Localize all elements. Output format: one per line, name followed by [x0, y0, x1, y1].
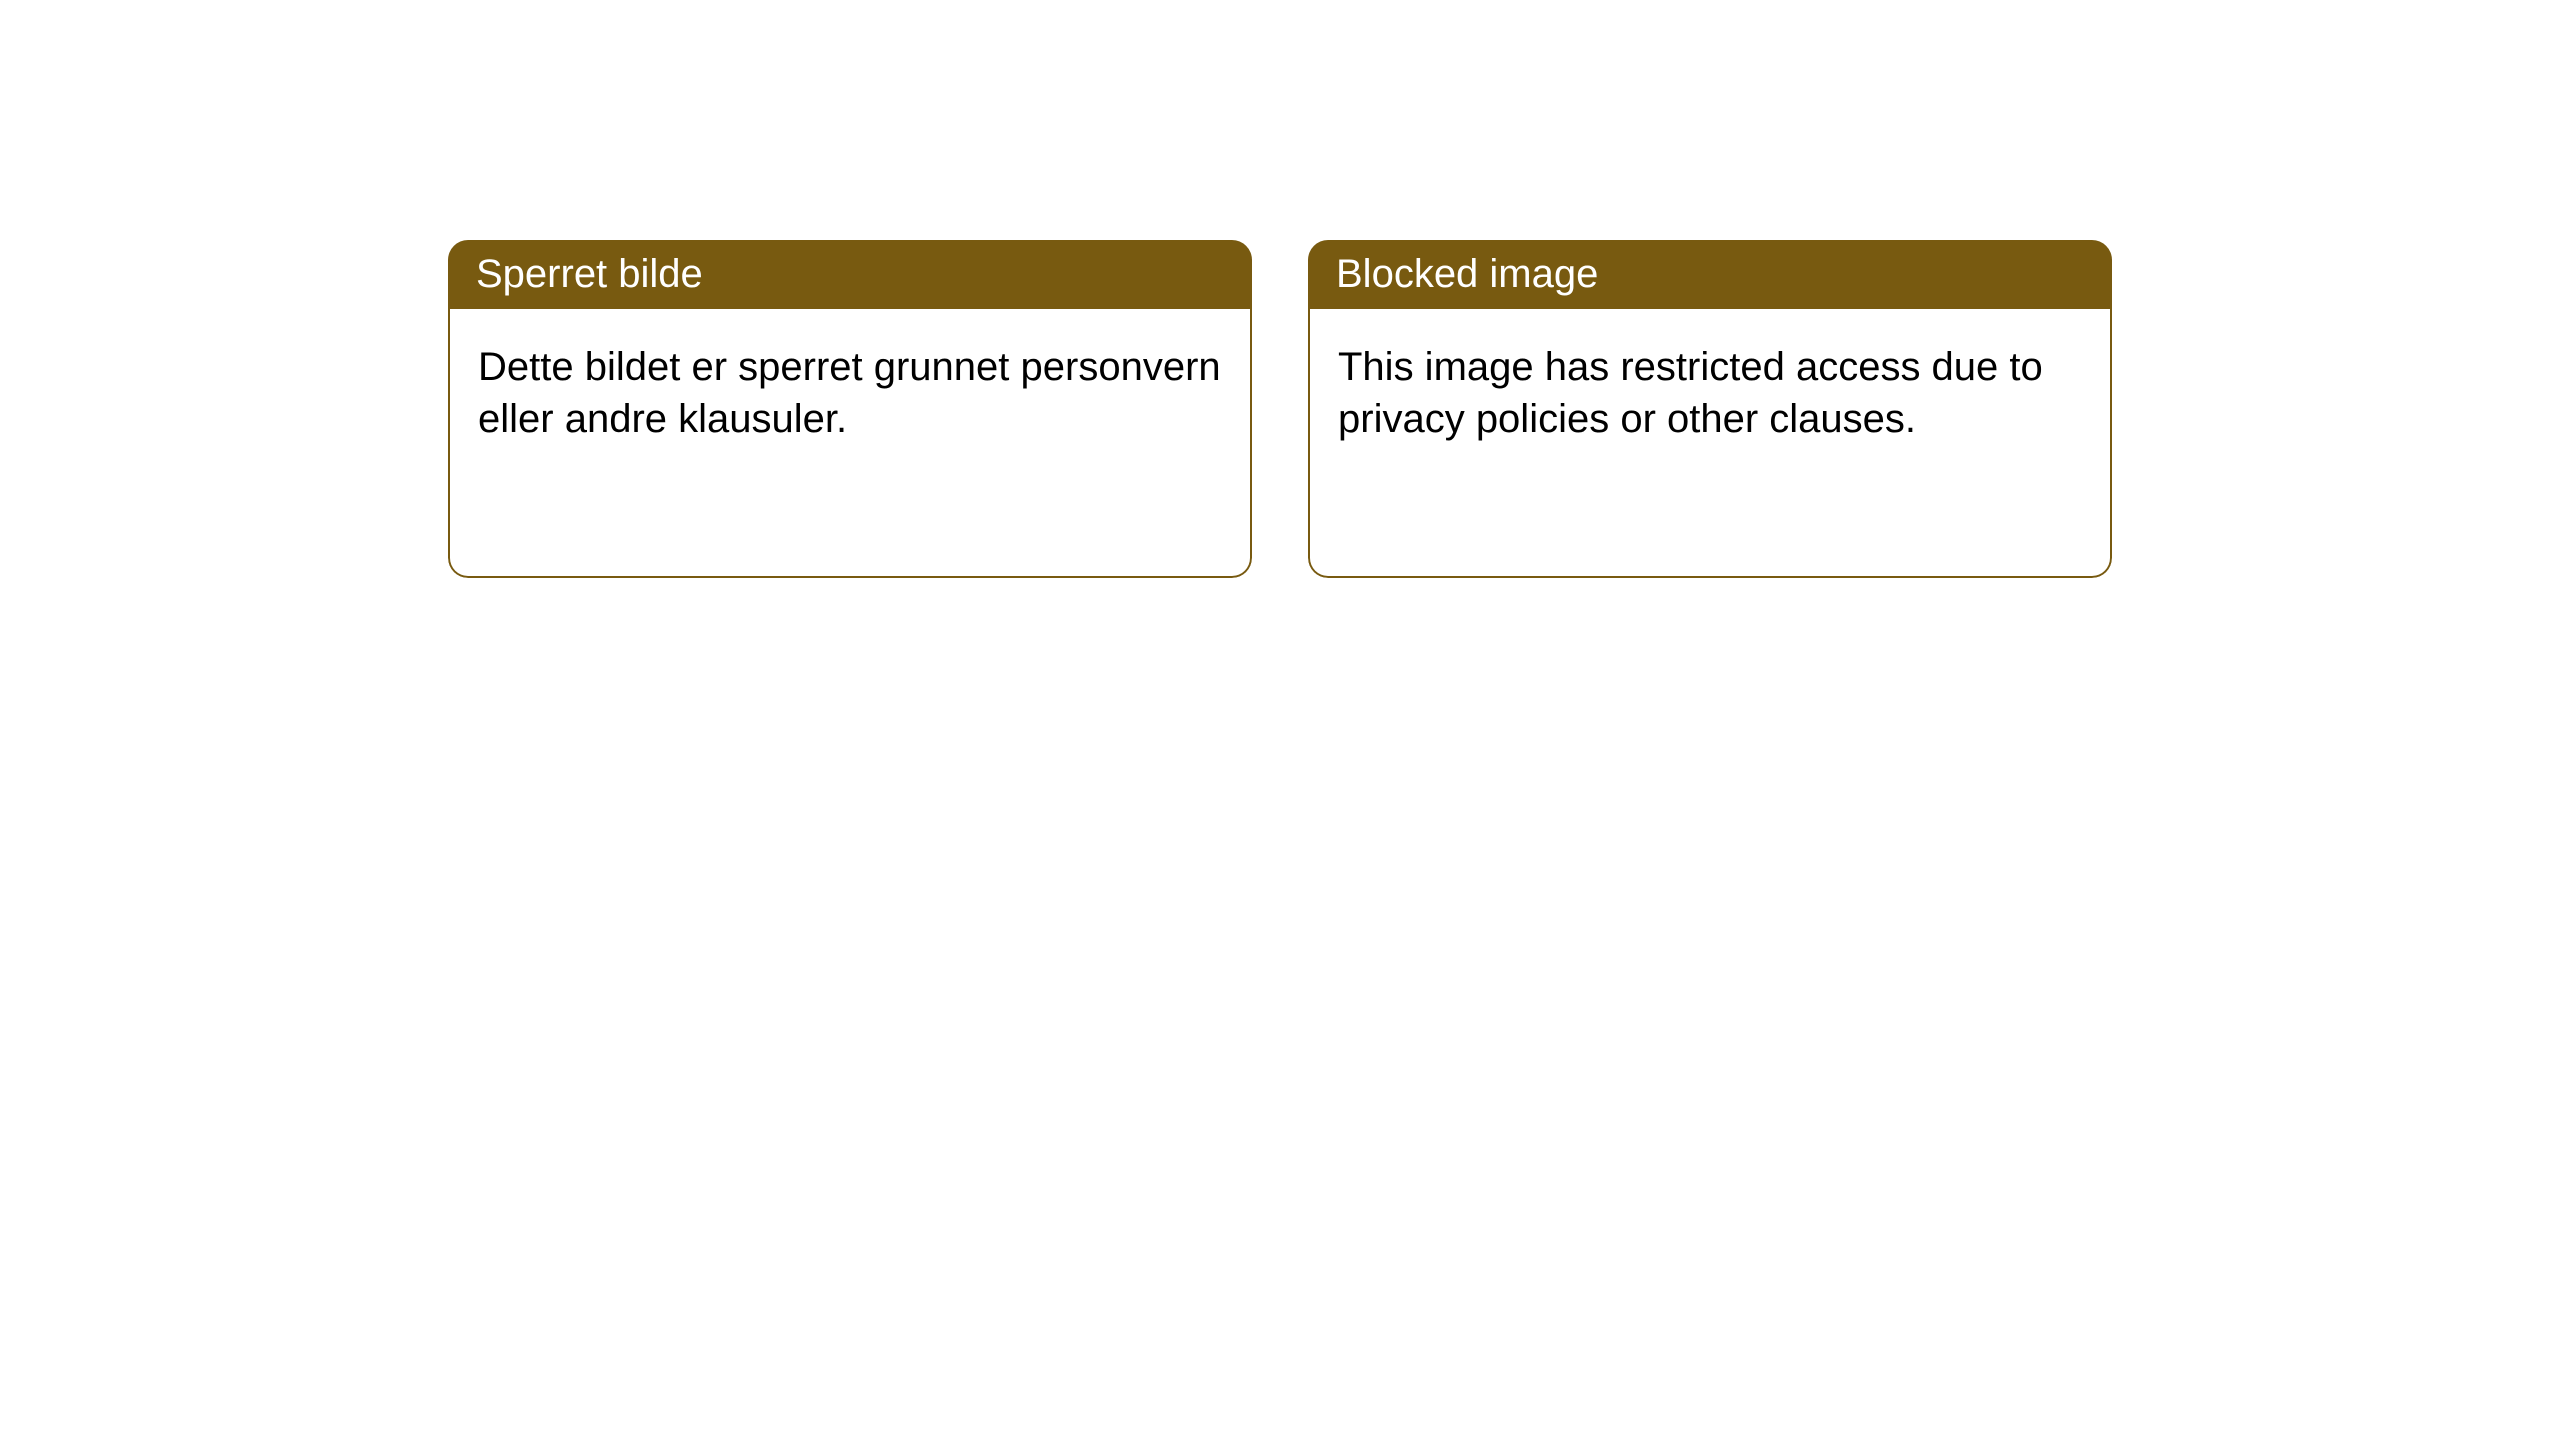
notice-card-title: Blocked image [1336, 252, 1598, 296]
notice-card-text: This image has restricted access due to … [1338, 345, 2043, 441]
notice-card-header: Blocked image [1308, 240, 2112, 309]
notice-cards-row: Sperret bilde Dette bildet er sperret gr… [448, 240, 2112, 578]
notice-card-norwegian: Sperret bilde Dette bildet er sperret gr… [448, 240, 1252, 578]
notice-card-english: Blocked image This image has restricted … [1308, 240, 2112, 578]
notice-card-body: Dette bildet er sperret grunnet personve… [448, 309, 1252, 578]
notice-card-title: Sperret bilde [476, 252, 703, 296]
notice-card-text: Dette bildet er sperret grunnet personve… [478, 345, 1221, 441]
notice-card-body: This image has restricted access due to … [1308, 309, 2112, 578]
notice-card-header: Sperret bilde [448, 240, 1252, 309]
